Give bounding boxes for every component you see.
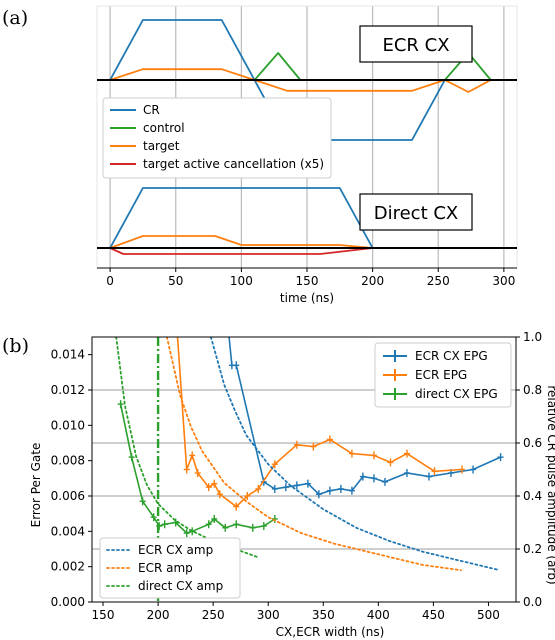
series-ecr-cx-amp [209, 337, 501, 572]
panel-a: 0 50 100 150 200 250 300 ECR CX Direct CX CR contr… [96, 5, 518, 288]
series-target-direct-cx [109, 235, 373, 249]
y-tick-label: 0.008 [51, 454, 85, 468]
panel-b: 150 200 250 300 350 400 450 500 0.000 0.002 0.004 0… [51, 330, 542, 622]
legend-label-direct-cx-epg: direct CX EPG [415, 387, 498, 401]
x-tick-label: 150 [296, 274, 319, 288]
panel-b-label: (b) [2, 335, 29, 357]
y2-tick-label: 0.6 [523, 436, 542, 450]
y-tick-label: 0.004 [51, 524, 85, 538]
plot-area [115, 337, 504, 572]
y-tick-label: 0.010 [51, 418, 85, 432]
panel-b-y2label: relative CR pulse amplitude (arb) [545, 385, 555, 584]
y-tick-label: 0.006 [51, 489, 85, 503]
plot-frame-b [91, 336, 517, 603]
x-tick-label: 200 [147, 608, 170, 622]
x-tick-label: 50 [168, 274, 183, 288]
legend-label-target: target [143, 139, 180, 153]
x-tick-label: 400 [367, 608, 390, 622]
legend-label-ecr-cx-amp: ECR CX amp [138, 543, 213, 557]
series-ecr-amp [165, 337, 462, 572]
x-tick-label: 350 [312, 608, 335, 622]
legend-label-ecr-cx-epg: ECR CX EPG [415, 349, 488, 363]
x-tick-label: 500 [477, 608, 500, 622]
y-tick-label: 0.014 [51, 348, 85, 362]
legend-box [102, 97, 332, 179]
legend-label-direct-cx-amp: direct CX amp [138, 579, 223, 593]
legend-label-cr: CR [143, 103, 160, 117]
panel-a-xlabel: time (ns) [280, 291, 334, 305]
series-ecr-epg [176, 337, 463, 508]
series-target-active-cancellation-x5-direct-cx [109, 247, 373, 255]
x-tick-label: 450 [422, 608, 445, 622]
legend-lower-box [99, 537, 241, 599]
y-tick-label: 0.012 [51, 383, 85, 397]
panel-a-label: (a) [2, 7, 28, 29]
x-tick-label: 250 [202, 608, 225, 622]
legend-label-ecr-amp: ECR amp [138, 561, 193, 575]
x-tick-label: 100 [230, 274, 253, 288]
series-target-ecr-cx [109, 68, 492, 93]
y-tick-label: 0.000 [51, 595, 85, 609]
x-tick-label: 0 [106, 274, 114, 288]
x-tick-label: 150 [92, 608, 115, 622]
legend-label-ecr-epg: ECR EPG [415, 368, 467, 382]
label-box-direct-cx [359, 193, 473, 231]
legend-label-control: control [143, 121, 185, 135]
panel-b-ylabel: Error Per Gate [29, 443, 43, 528]
series-direct-cx-epg [119, 403, 276, 535]
y2-tick-label: 0.8 [523, 383, 542, 397]
label-direct-cx: Direct CX [374, 203, 459, 224]
label-ecr-cx: ECR CX [382, 35, 449, 56]
y2-tick-label: 0.0 [523, 595, 542, 609]
panel-b-xlabel: CX,ECR width (ns) [276, 625, 385, 639]
y2-tick-label: 0.2 [523, 542, 542, 556]
y2-tick-label: 0.4 [523, 489, 542, 503]
label-box-ecr-cx [359, 25, 473, 63]
x-tick-label: 300 [492, 274, 515, 288]
y2-tick-label: 1.0 [523, 330, 542, 344]
x-tick-label: 250 [427, 274, 450, 288]
y-tick-label: 0.002 [51, 560, 85, 574]
legend-label-target-active-cancellation-x5: target active cancellation (x5) [143, 157, 324, 171]
series-ecr-cx-epg [228, 337, 501, 496]
x-tick-label: 300 [257, 608, 280, 622]
x-tick-label: 200 [361, 274, 384, 288]
series-cr-direct-cx [109, 187, 374, 249]
legend-upper-box [374, 342, 512, 408]
